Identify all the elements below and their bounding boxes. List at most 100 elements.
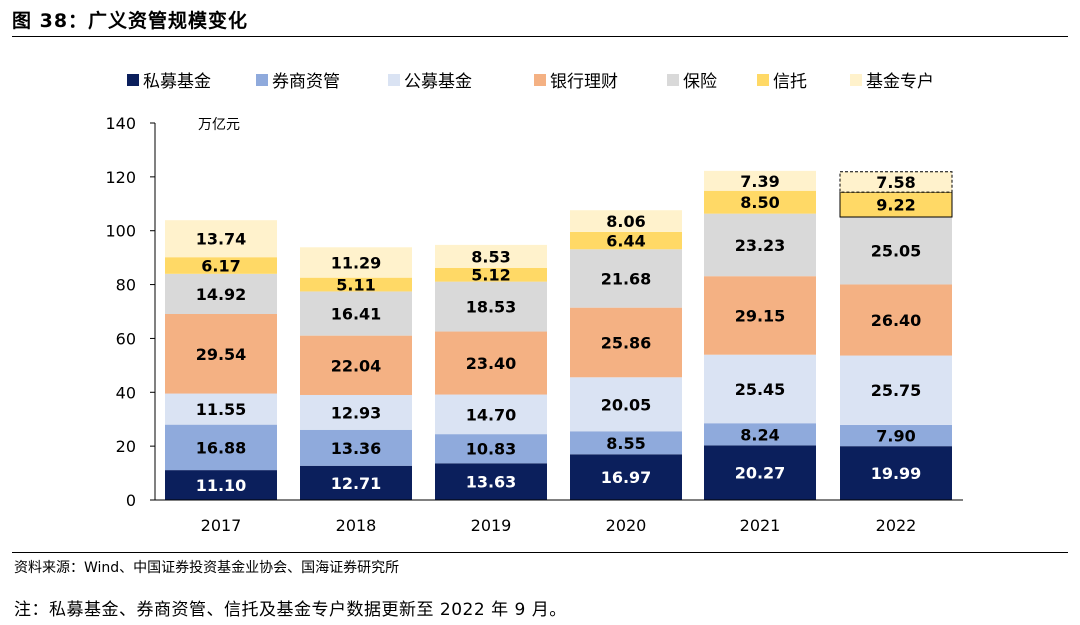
data-label: 6.17 xyxy=(201,257,240,276)
bar-segment xyxy=(570,231,682,250)
x-tick-label: 2022 xyxy=(876,516,917,535)
bar-segment xyxy=(704,190,816,214)
bar-segment xyxy=(300,394,412,430)
y-tick-label: 0 xyxy=(126,491,136,510)
source-text: 资料来源：Wind、中国证券投资基金业协会、国海证券研究所 xyxy=(14,560,400,576)
data-label: 9.22 xyxy=(876,196,915,215)
legend-label: 保险 xyxy=(683,72,717,92)
data-label: 5.11 xyxy=(336,276,375,295)
data-label: 19.99 xyxy=(871,464,922,483)
bar-segment xyxy=(300,277,412,292)
data-label: 23.40 xyxy=(466,354,517,373)
y-tick-label: 60 xyxy=(116,329,136,348)
bar-segment xyxy=(300,247,412,278)
bar-segment xyxy=(839,171,953,193)
data-label: 23.23 xyxy=(735,236,786,255)
bar-segment xyxy=(435,244,547,268)
y-tick-label: 20 xyxy=(116,437,136,456)
bar-segment xyxy=(704,213,816,277)
bar-segment xyxy=(435,331,547,395)
legend-swatch xyxy=(127,74,139,86)
data-label: 20.27 xyxy=(735,464,786,483)
data-label: 16.97 xyxy=(601,468,652,487)
bar-segment xyxy=(435,281,547,332)
data-label: 29.15 xyxy=(735,306,786,325)
bar-segment xyxy=(704,445,816,500)
chart-legend: 私募基金 券商资管 公募基金 银行理财 保险 信托 基金专户 xyxy=(127,72,934,92)
bar-segment xyxy=(570,307,682,378)
data-label: 12.93 xyxy=(331,403,382,422)
data-label: 25.05 xyxy=(871,242,922,261)
note-text: 注：私募基金、券商资管、信托及基金专户数据更新至 2022 年 9 月。 xyxy=(14,600,567,620)
data-label: 25.75 xyxy=(871,381,922,400)
bar-segment xyxy=(165,470,277,500)
legend-swatch xyxy=(757,74,769,86)
x-tick-label: 2019 xyxy=(471,516,512,535)
x-tick-label: 2020 xyxy=(606,516,647,535)
data-label: 16.41 xyxy=(331,305,382,324)
legend-label: 银行理财 xyxy=(550,72,618,92)
legend-label: 基金专户 xyxy=(866,72,934,92)
y-tick-label: 140 xyxy=(105,114,136,133)
data-label: 26.40 xyxy=(871,311,922,330)
data-label: 7.39 xyxy=(740,172,779,191)
data-label: 8.50 xyxy=(740,193,779,212)
data-label: 14.70 xyxy=(466,405,517,424)
data-label: 13.63 xyxy=(466,473,517,492)
y-unit-label: 万亿元 xyxy=(198,117,240,133)
bar-segment xyxy=(165,220,277,258)
legend-label: 公募基金 xyxy=(404,72,472,92)
bar-segment xyxy=(300,291,412,336)
legend-swatch xyxy=(256,74,268,86)
title-divider xyxy=(12,36,1068,37)
bar-segment xyxy=(840,446,952,500)
data-label: 25.45 xyxy=(735,380,786,399)
data-label: 8.24 xyxy=(740,425,779,444)
data-label: 13.36 xyxy=(331,439,382,458)
data-label: 22.04 xyxy=(331,356,382,375)
legend-swatch xyxy=(534,74,546,86)
legend-swatch xyxy=(667,74,679,86)
x-tick-label: 2018 xyxy=(336,516,377,535)
legend-swatch xyxy=(388,74,400,86)
bar-segment xyxy=(840,355,952,425)
data-label: 7.90 xyxy=(876,427,915,446)
bar-segment xyxy=(300,429,412,466)
legend-label: 信托 xyxy=(773,72,807,92)
x-axis: 2017 2018 2019 2020 2021 2022 xyxy=(155,499,963,535)
data-label: 8.53 xyxy=(471,247,510,266)
data-label: 7.58 xyxy=(876,173,915,192)
data-label: 21.68 xyxy=(601,269,652,288)
data-label: 11.10 xyxy=(196,476,247,495)
bar-segment xyxy=(435,394,547,435)
x-tick-label: 2017 xyxy=(201,516,242,535)
bar-segment xyxy=(840,284,952,356)
x-tick-label: 2021 xyxy=(740,516,781,535)
data-label: 18.53 xyxy=(466,298,517,317)
bar-segment xyxy=(435,267,547,282)
bar-segment xyxy=(570,210,682,232)
source-divider xyxy=(12,552,1068,553)
bar-segment xyxy=(840,217,952,285)
y-tick-label: 40 xyxy=(116,383,136,402)
bar-segment xyxy=(300,335,412,395)
bar-segment xyxy=(165,424,277,471)
bar-segment xyxy=(570,454,682,500)
bar-segment xyxy=(165,257,277,274)
data-label: 20.05 xyxy=(601,395,652,414)
bar-segment xyxy=(570,377,682,432)
data-label: 8.06 xyxy=(606,212,645,231)
data-label: 29.54 xyxy=(196,345,247,364)
bar-segment xyxy=(165,393,277,425)
y-tick-label: 80 xyxy=(116,276,136,295)
bar-segment xyxy=(435,463,547,500)
bar-segment xyxy=(165,314,277,394)
data-label: 11.55 xyxy=(196,400,247,419)
bar-segment xyxy=(704,423,816,446)
bar-segment xyxy=(840,424,952,447)
data-label: 8.55 xyxy=(606,434,645,453)
bar-segment xyxy=(300,465,412,500)
bar-area: 11.10 16.88 11.55 29.54 14.92 6.17 13.74 12.71 1… xyxy=(165,170,953,500)
bar-segment xyxy=(165,273,277,315)
data-label: 14.92 xyxy=(196,285,247,304)
